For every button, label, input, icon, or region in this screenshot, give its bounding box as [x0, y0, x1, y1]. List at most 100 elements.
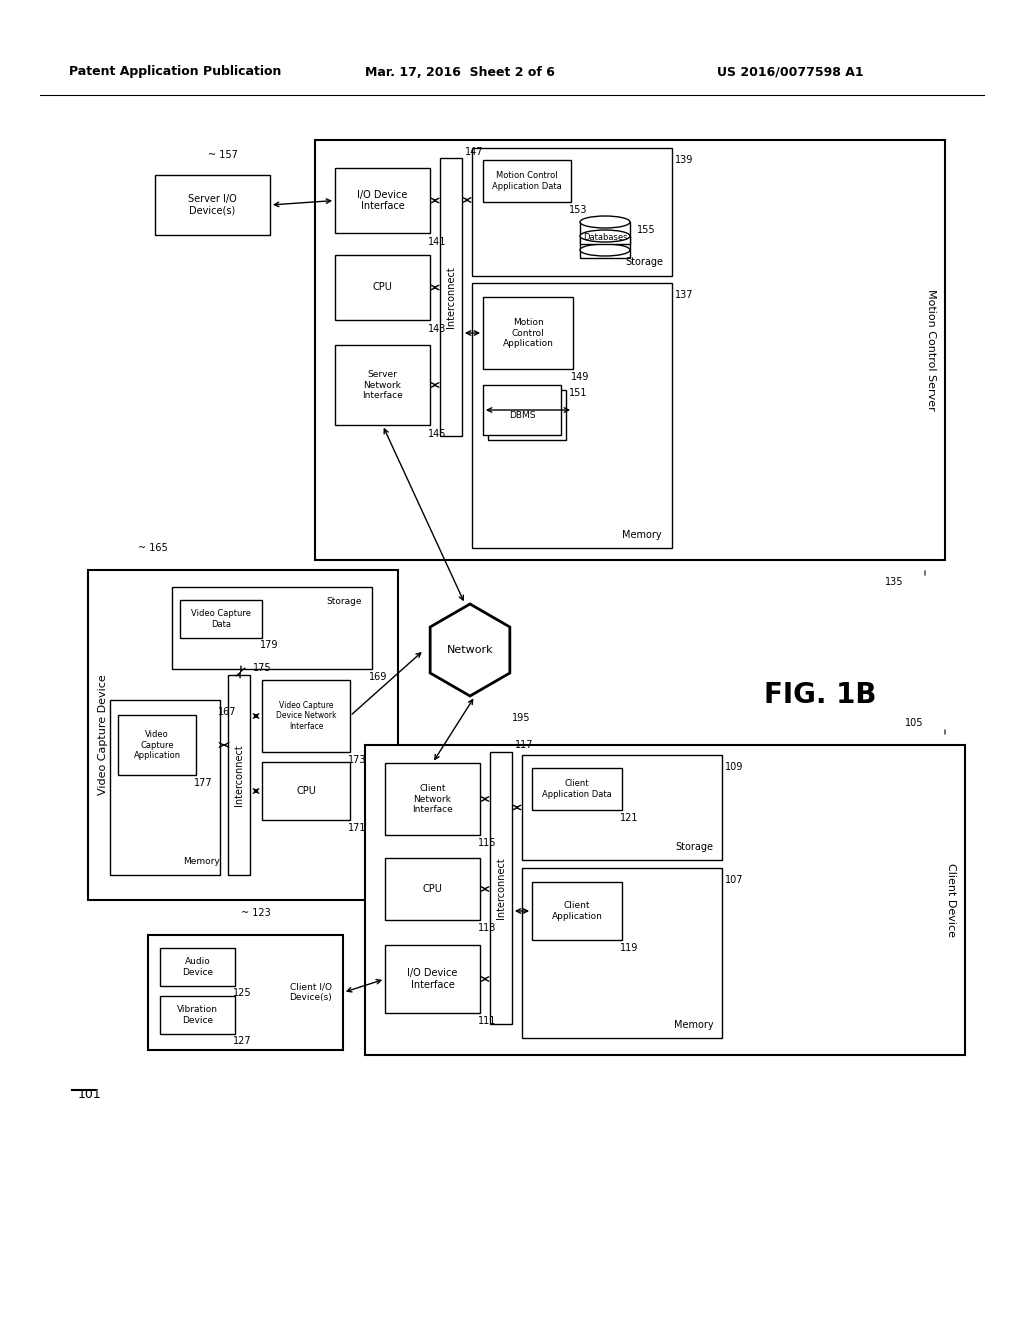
Text: 105: 105 — [905, 718, 924, 729]
Bar — [483, 297, 573, 370]
Text: I/O Device
Interface: I/O Device Interface — [357, 190, 408, 211]
Text: Motion Control Server: Motion Control Server — [926, 289, 936, 411]
Bar — [532, 882, 622, 940]
Bar — [262, 680, 350, 752]
Text: 177: 177 — [194, 777, 213, 788]
Text: 153: 153 — [569, 205, 588, 215]
Text: 145: 145 — [428, 429, 446, 440]
Text: Motion
Control
Application: Motion Control Application — [503, 318, 553, 348]
Text: ~ 157: ~ 157 — [208, 150, 238, 160]
Text: CPU: CPU — [423, 884, 442, 894]
Text: Patent Application Publication: Patent Application Publication — [69, 66, 282, 78]
Text: Interconnect: Interconnect — [496, 857, 506, 919]
Text: Video
Capture
Application: Video Capture Application — [133, 730, 180, 760]
Text: Video Capture
Data: Video Capture Data — [191, 610, 251, 628]
Bar — [490, 752, 512, 1024]
Text: 149: 149 — [571, 372, 590, 381]
Text: 147: 147 — [465, 147, 483, 157]
Bar — [180, 601, 262, 638]
Text: DBMS: DBMS — [509, 411, 536, 420]
Text: Storage: Storage — [327, 597, 361, 606]
Bar — [148, 935, 343, 1049]
Text: Network: Network — [446, 645, 494, 655]
Bar — [315, 140, 945, 560]
Text: I/O Device
Interface: I/O Device Interface — [408, 968, 458, 990]
Text: 151: 151 — [569, 388, 588, 399]
Bar — [110, 700, 220, 875]
Bar — [385, 763, 480, 836]
Text: Interconnect: Interconnect — [446, 267, 456, 327]
Bar — [440, 158, 462, 436]
Text: 135: 135 — [885, 577, 903, 587]
Text: Client
Application Data: Client Application Data — [542, 779, 612, 799]
Text: 139: 139 — [675, 154, 693, 165]
Text: Vibration
Device: Vibration Device — [177, 1006, 218, 1024]
Text: ~ 123: ~ 123 — [241, 908, 270, 917]
Text: 101: 101 — [78, 1089, 101, 1101]
Ellipse shape — [580, 244, 630, 256]
Bar — [483, 385, 561, 436]
Text: Client
Application: Client Application — [552, 902, 602, 921]
Text: 117: 117 — [515, 741, 534, 750]
Text: 195: 195 — [512, 713, 530, 723]
Text: Audio
Device: Audio Device — [182, 957, 213, 977]
Text: 171: 171 — [348, 822, 367, 833]
Bar — [472, 282, 672, 548]
Text: 109: 109 — [725, 762, 743, 772]
Text: 121: 121 — [620, 813, 639, 822]
Text: US 2016/0077598 A1: US 2016/0077598 A1 — [717, 66, 863, 78]
Bar — [228, 675, 250, 875]
Text: 115: 115 — [478, 838, 497, 847]
Bar — [335, 255, 430, 319]
Text: 143: 143 — [428, 323, 446, 334]
Bar — [172, 587, 372, 669]
Text: 141: 141 — [428, 238, 446, 247]
Text: 155: 155 — [637, 224, 655, 235]
Bar — [155, 176, 270, 235]
Text: 175: 175 — [253, 663, 271, 673]
Text: Client
Network
Interface: Client Network Interface — [412, 784, 453, 814]
Polygon shape — [430, 605, 510, 696]
Text: Mar. 17, 2016  Sheet 2 of 6: Mar. 17, 2016 Sheet 2 of 6 — [366, 66, 555, 78]
Text: Client I/O
Device(s): Client I/O Device(s) — [290, 983, 333, 1002]
Text: Client Device: Client Device — [946, 863, 956, 937]
Bar — [335, 345, 430, 425]
Bar — [532, 768, 622, 810]
Bar — [335, 168, 430, 234]
Bar — [522, 755, 722, 861]
Text: 107: 107 — [725, 875, 743, 884]
Text: Storage: Storage — [675, 842, 713, 851]
Bar — [88, 570, 398, 900]
Ellipse shape — [580, 216, 630, 228]
Text: FIG. 1B: FIG. 1B — [764, 681, 877, 709]
Text: Server
Network
Interface: Server Network Interface — [362, 370, 402, 400]
Bar — [385, 858, 480, 920]
Bar — [488, 389, 566, 440]
Text: 111: 111 — [478, 1016, 497, 1026]
Text: Storage: Storage — [625, 257, 663, 267]
Bar — [160, 948, 234, 986]
Text: 119: 119 — [620, 942, 638, 953]
Text: 173: 173 — [348, 755, 367, 766]
Text: Video Capture
Device Network
Interface: Video Capture Device Network Interface — [275, 701, 336, 731]
Text: CPU: CPU — [296, 785, 316, 796]
Bar — [580, 236, 630, 257]
Text: 169: 169 — [369, 672, 387, 682]
Text: 113: 113 — [478, 923, 497, 933]
Text: Databases: Databases — [583, 234, 628, 243]
Bar — [365, 744, 965, 1055]
Bar — [385, 945, 480, 1012]
Text: ~ 165: ~ 165 — [138, 543, 168, 553]
Text: CPU: CPU — [373, 282, 392, 293]
Ellipse shape — [580, 230, 630, 242]
Bar — [580, 249, 630, 272]
Text: 179: 179 — [260, 640, 279, 649]
Text: 127: 127 — [233, 1036, 252, 1045]
Bar — [483, 160, 571, 202]
Bar — [262, 762, 350, 820]
Text: 137: 137 — [675, 290, 693, 300]
Text: Memory: Memory — [623, 531, 662, 540]
Text: Interconnect: Interconnect — [234, 744, 244, 807]
Text: Server I/O
Device(s): Server I/O Device(s) — [188, 194, 237, 215]
Text: Video Capture Device: Video Capture Device — [98, 675, 108, 796]
